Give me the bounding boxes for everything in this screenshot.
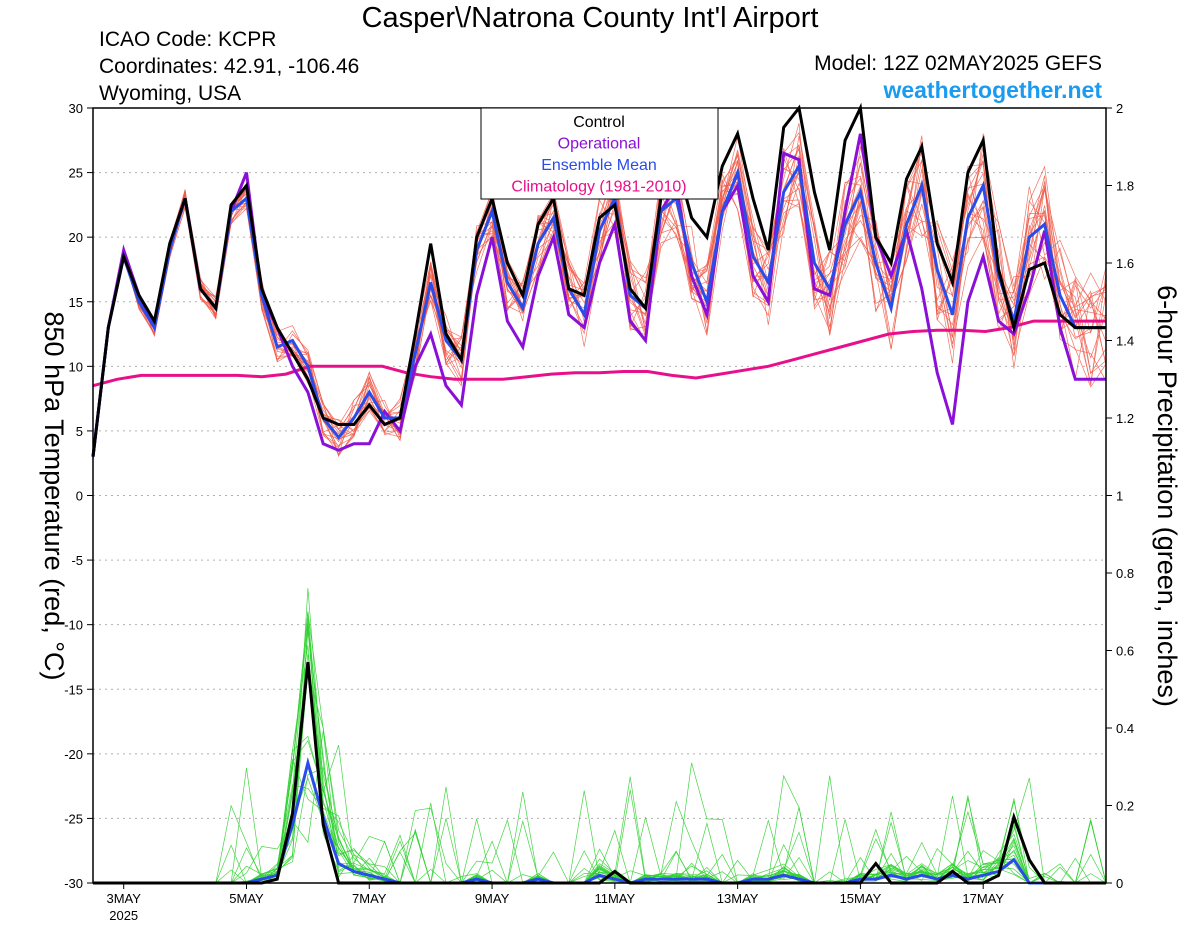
temperature-mean-line: [91, 161, 1106, 457]
precipitation-member-line: [93, 631, 1106, 884]
climatology-line: [92, 319, 1106, 388]
y-right-tick-label: 0: [1116, 876, 1123, 891]
precipitation-member-line: [93, 622, 1106, 884]
y-left-tick-label: 30: [69, 101, 83, 116]
x-tick-label: 5MAY: [229, 891, 264, 906]
legend-entry: Climatology (1981-2010): [511, 179, 686, 196]
coordinates: Coordinates: 42.91, -106.46: [99, 55, 360, 78]
x-tick-label: 3MAY: [106, 891, 141, 906]
ensemble-precipitation-members: [93, 588, 1107, 884]
y-right-tick-label: 0.6: [1116, 644, 1134, 659]
y-left-tick-label: 0: [76, 489, 83, 504]
y-left-tick-label: 10: [69, 359, 83, 374]
x-tick-label: 11MAY: [594, 891, 635, 906]
temperature-control-line: [91, 102, 1106, 457]
model-run: Model: 12Z 02MAY2025 GEFS: [814, 52, 1102, 75]
y-right-tick-label: 1.6: [1116, 256, 1134, 271]
x-tick-label: 15MAY: [840, 891, 882, 906]
precipitation-member-line: [93, 644, 1107, 884]
x-tick-label: 7MAY: [352, 891, 387, 906]
y-left-tick-label: -25: [64, 811, 83, 826]
y-left-tick-label: -20: [64, 747, 83, 762]
y-right-tick-label: 0.8: [1116, 566, 1134, 581]
icao-code: ICAO Code: KCPR: [99, 28, 277, 51]
legend-box: [480, 107, 719, 200]
region: Wyoming, USA: [99, 82, 242, 105]
axes: 302520151050-5-10-15-20-25-3021.81.61.41…: [64, 101, 1134, 923]
y-left-tick-label: 25: [69, 166, 83, 181]
precipitation-mean-line: [93, 757, 1106, 885]
y-right-label: 6-hour Precipitation (green, inches): [1152, 285, 1182, 707]
y-left-tick-label: 15: [69, 295, 83, 310]
x-tick-label: 13MAY: [717, 891, 759, 906]
x-tick-label: 9MAY: [475, 891, 510, 906]
temperature-member-line: [92, 135, 1107, 454]
legend-entry: Control: [573, 114, 625, 131]
precipitation-member-line: [93, 626, 1106, 884]
y-left-label: 850 hPa Temperature (red, °C): [39, 312, 69, 681]
site-link[interactable]: weathertogether.net: [883, 77, 1102, 103]
x-tick-sublabel: 2025: [109, 908, 138, 923]
precipitation-member-line: [93, 611, 1106, 884]
precipitation-member-line: [93, 618, 1107, 884]
x-tick-label: 17MAY: [962, 891, 1004, 906]
y-left-tick-label: 20: [69, 230, 83, 245]
y-right-tick-label: 0.4: [1116, 721, 1134, 736]
precipitation-member-line: [93, 667, 1106, 884]
y-right-tick-label: 1.2: [1116, 411, 1134, 426]
chart-title: Casper\/Natrona County Int'l Airport: [361, 2, 819, 34]
y-left-tick-label: -10: [64, 618, 83, 633]
legend-entry: Operational: [558, 136, 641, 153]
y-left-tick-label: 5: [76, 424, 83, 439]
y-right-tick-label: 1.8: [1116, 179, 1134, 194]
y-left-tick-label: -15: [64, 682, 83, 697]
y-left-tick-label: -5: [71, 553, 83, 568]
y-left-tick-label: -30: [64, 876, 83, 891]
legend-entry: Ensemble Mean: [541, 157, 657, 174]
y-right-tick-label: 2: [1116, 101, 1123, 116]
precipitation-member-line: [93, 735, 1106, 884]
y-right-tick-label: 0.2: [1116, 799, 1134, 814]
legend: Control Operational Ensemble Mean Climatolo…: [480, 107, 719, 200]
precipitation-member-line: [93, 611, 1107, 884]
y-right-tick-label: 1: [1116, 489, 1123, 504]
y-right-tick-label: 1.4: [1116, 334, 1134, 349]
